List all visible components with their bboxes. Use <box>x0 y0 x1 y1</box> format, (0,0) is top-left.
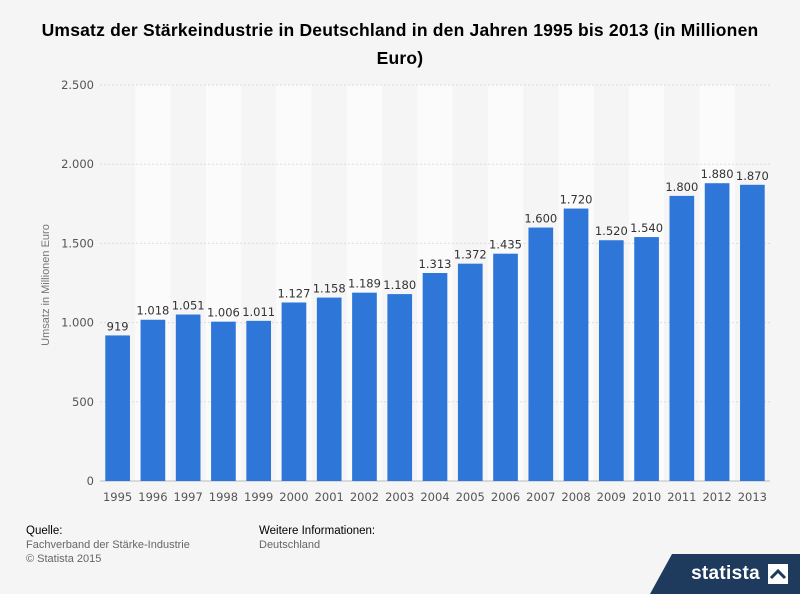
bars <box>105 183 765 482</box>
data-label-1997: 1.051 <box>172 299 205 313</box>
bar-2010[interactable] <box>634 237 659 481</box>
data-label-2007: 1.600 <box>524 212 557 226</box>
x-tick-label-2003: 2003 <box>385 490 414 504</box>
y-tick-label: 500 <box>72 395 94 409</box>
x-tick-label-2007: 2007 <box>526 490 555 504</box>
x-tick-label-2001: 2001 <box>315 490 344 504</box>
data-label-2013: 1.870 <box>736 169 769 183</box>
x-tick-label-1999: 1999 <box>244 490 273 504</box>
data-label-2005: 1.372 <box>454 248 487 262</box>
data-label-2003: 1.180 <box>383 278 416 292</box>
y-tick-label: 0 <box>87 474 94 488</box>
info-heading: Weitere Informationen: <box>259 525 376 537</box>
data-label-2011: 1.800 <box>665 180 698 194</box>
x-axis-ticks: 1995 1996 1997 1998 1999 2000 2001 2002 2003 2004… <box>103 490 767 504</box>
bar-2006[interactable] <box>493 253 518 481</box>
x-tick-label-1996: 1996 <box>138 490 167 504</box>
bar-2000[interactable] <box>281 302 307 481</box>
brand-name: statista <box>691 563 760 584</box>
info-text: Deutschland <box>259 539 321 551</box>
bar-2004[interactable] <box>422 273 448 481</box>
x-tick-label-2000: 2000 <box>279 490 308 504</box>
data-label-2000: 1.127 <box>277 286 310 300</box>
bar-1995[interactable] <box>105 335 130 481</box>
copyright: © Statista 2015 <box>26 553 102 565</box>
bar-1996[interactable] <box>140 319 166 481</box>
x-tick-label-2012: 2012 <box>702 490 731 504</box>
data-label-1996: 1.018 <box>136 304 169 318</box>
y-tick-label: 2.000 <box>61 157 94 171</box>
bar-2011[interactable] <box>669 195 695 481</box>
bar-2008[interactable] <box>563 208 589 481</box>
bar-2007[interactable] <box>528 227 554 481</box>
statista-logo-icon <box>768 564 788 584</box>
x-tick-label-2011: 2011 <box>667 490 696 504</box>
data-label-1995: 919 <box>107 319 129 333</box>
data-label-2008: 1.720 <box>560 193 593 207</box>
bar-1999[interactable] <box>246 320 272 481</box>
statista-brand[interactable]: statista <box>650 554 800 594</box>
bar-2005[interactable] <box>457 263 483 481</box>
x-tick-label-1998: 1998 <box>209 490 238 504</box>
y-tick-label: 1.000 <box>61 316 94 330</box>
data-label-1998: 1.006 <box>207 306 240 320</box>
y-axis-label: Umsatz in Millionen Euro <box>40 224 52 346</box>
data-label-2009: 1.520 <box>595 224 628 238</box>
bar-2001[interactable] <box>316 297 342 481</box>
data-label-2006: 1.435 <box>489 238 522 252</box>
bar-2002[interactable] <box>352 292 377 481</box>
x-tick-label-2004: 2004 <box>420 490 449 504</box>
chart-title: Umsatz der Stärkeindustrie in Deutschlan… <box>41 20 759 68</box>
data-label-2004: 1.313 <box>419 257 452 271</box>
x-tick-label-2009: 2009 <box>597 490 626 504</box>
bar-1998[interactable] <box>211 321 236 481</box>
data-label-2002: 1.189 <box>348 277 381 291</box>
bar-1997[interactable] <box>175 314 201 481</box>
bar-2009[interactable] <box>598 240 624 481</box>
x-tick-label-2006: 2006 <box>491 490 520 504</box>
data-label-2010: 1.540 <box>630 221 663 235</box>
x-tick-label-2005: 2005 <box>456 490 485 504</box>
data-label-2001: 1.158 <box>313 282 346 296</box>
info-block: Weitere Informationen: Deutschland <box>259 524 375 552</box>
x-tick-label-1997: 1997 <box>174 490 203 504</box>
bar-2013[interactable] <box>740 184 765 482</box>
source-heading: Quelle: <box>26 525 63 537</box>
x-tick-label-2008: 2008 <box>561 490 590 504</box>
source-link[interactable]: Fachverband der Stärke-Industrie <box>26 539 190 551</box>
source-block: Quelle: Fachverband der Stärke-Industrie… <box>26 524 190 566</box>
y-tick-label: 2.500 <box>61 78 94 92</box>
bar-2012[interactable] <box>704 183 730 481</box>
bar-2003[interactable] <box>387 294 413 481</box>
y-tick-label: 1.500 <box>61 236 94 250</box>
y-axis-ticks: 0 500 1.000 1.500 2.000 2.500 <box>61 78 94 488</box>
x-tick-label-2002: 2002 <box>350 490 379 504</box>
data-label-1999: 1.011 <box>242 305 275 319</box>
x-tick-label-2010: 2010 <box>632 490 661 504</box>
data-label-2012: 1.880 <box>701 167 734 181</box>
x-tick-label-2013: 2013 <box>738 490 767 504</box>
x-tick-label-1995: 1995 <box>103 490 132 504</box>
